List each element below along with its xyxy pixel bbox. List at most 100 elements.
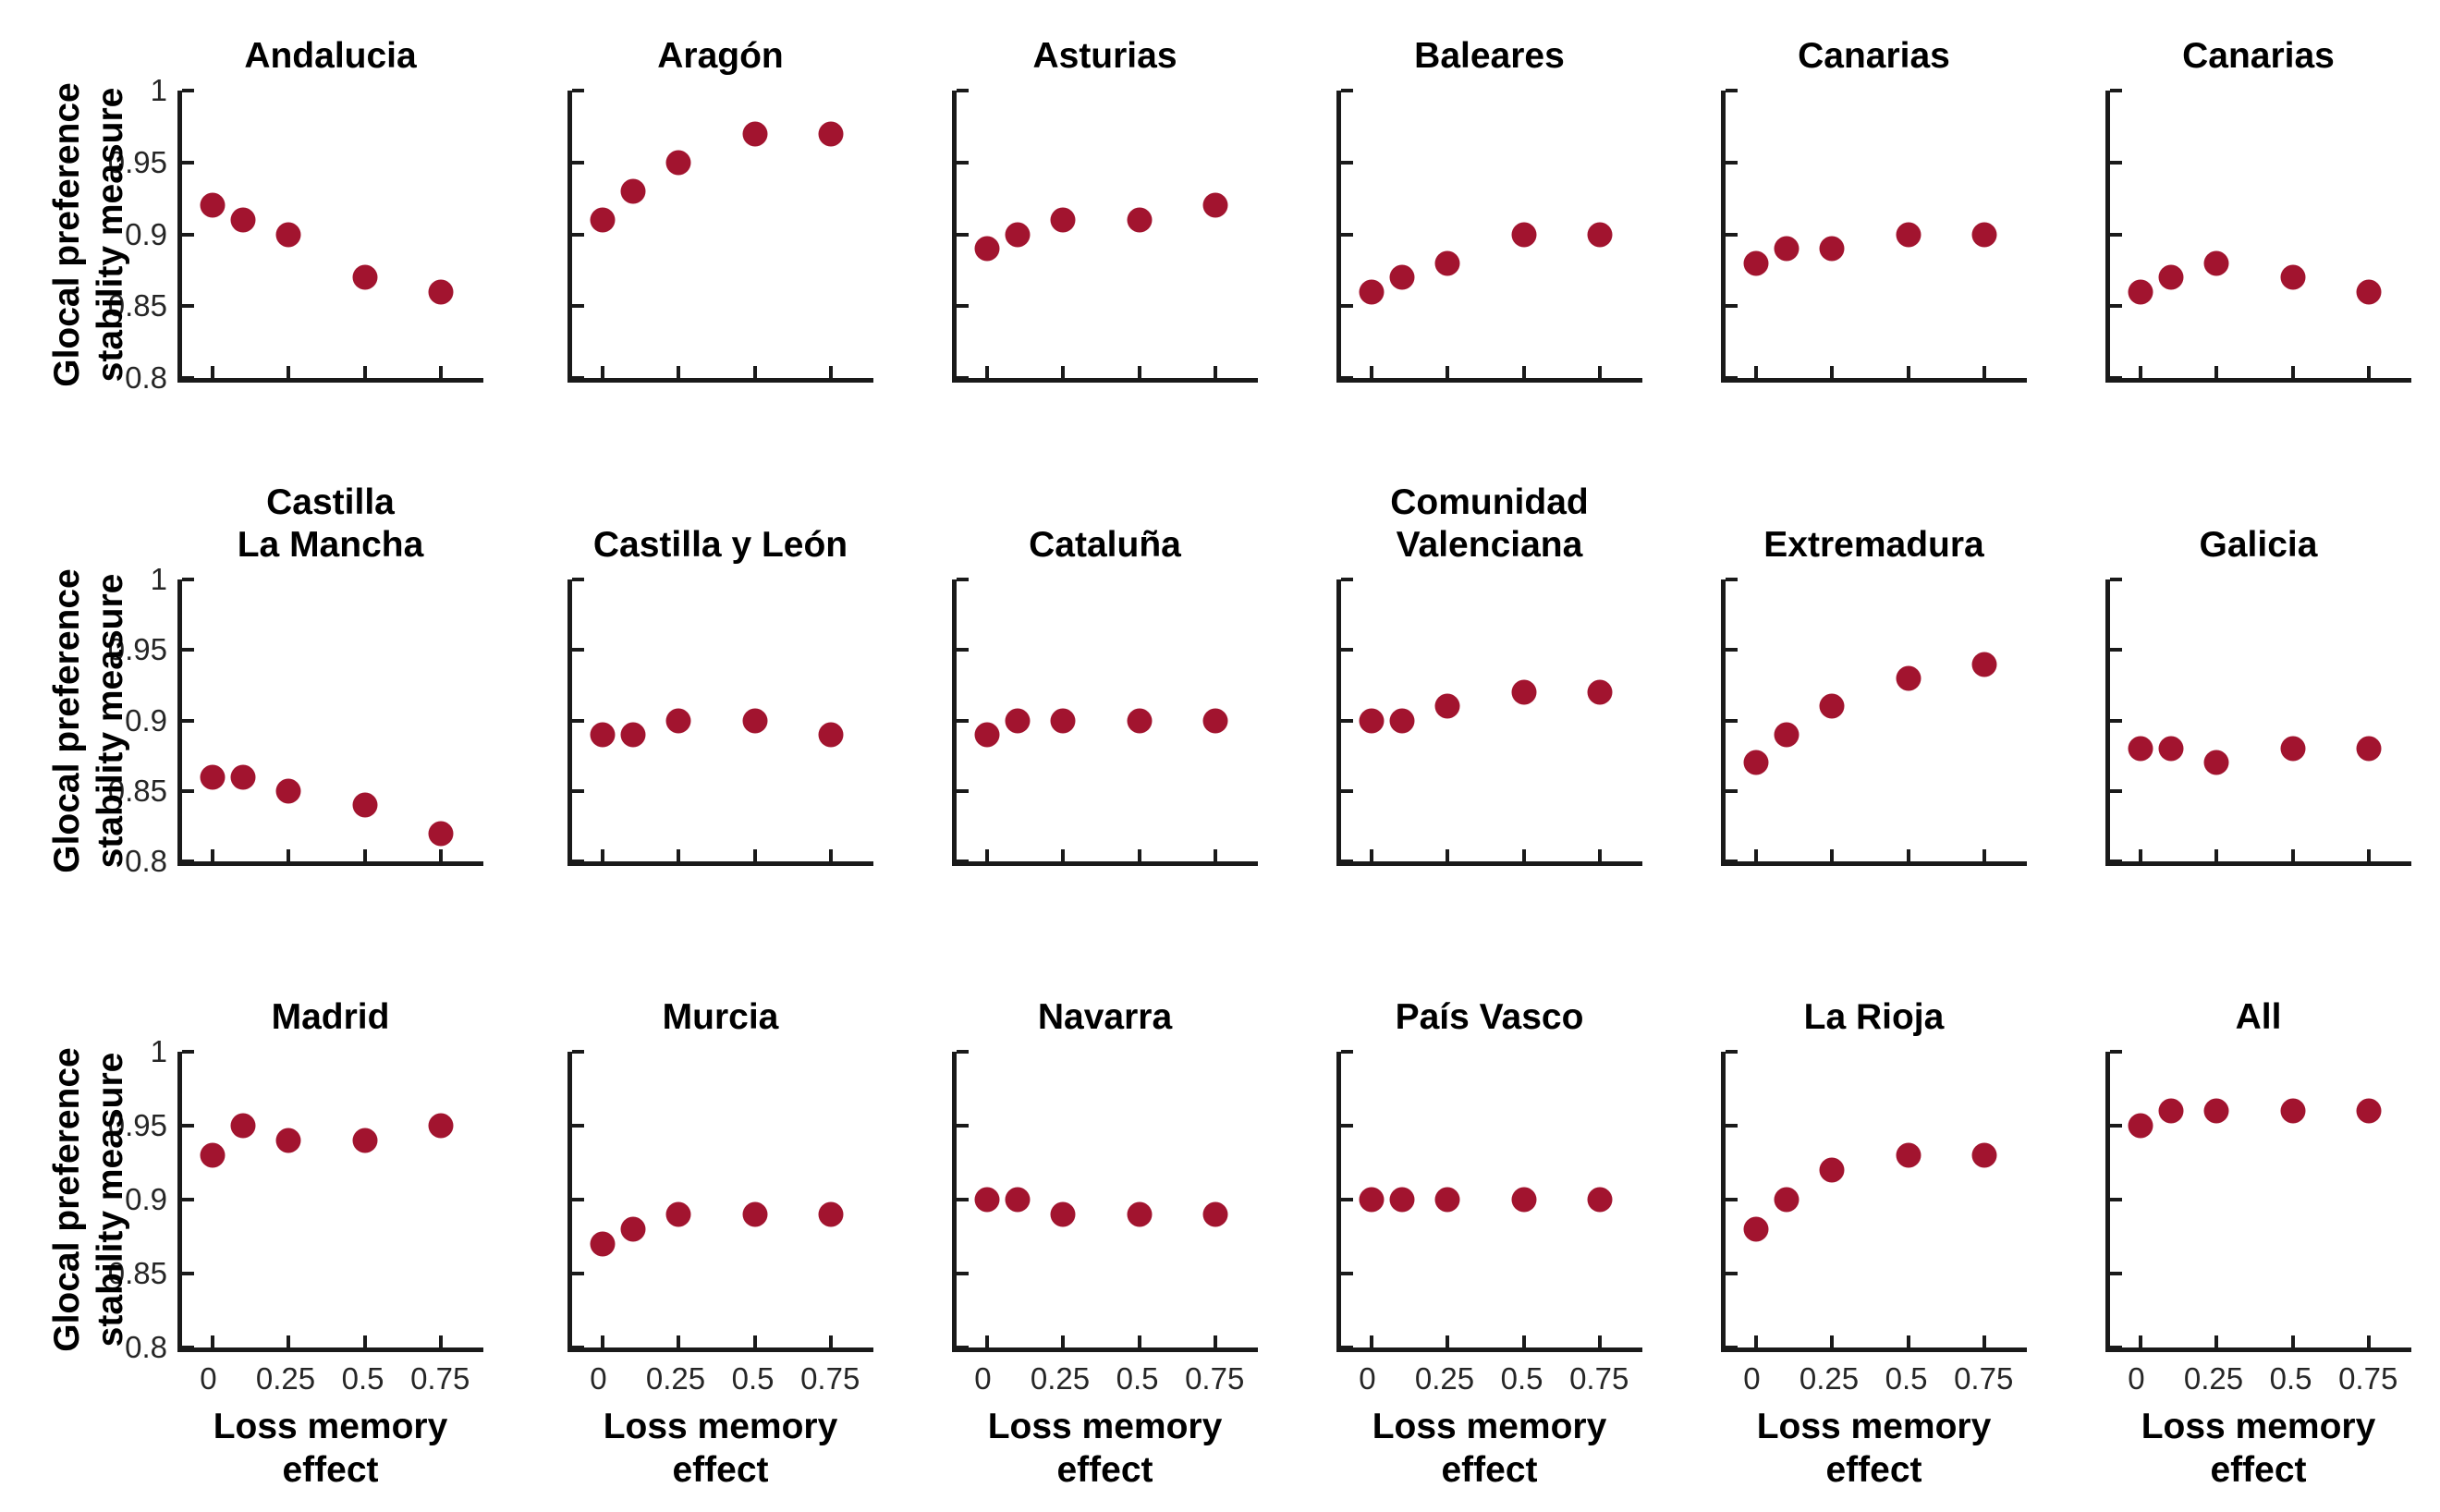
subplot-title-comunidad-valenciana: Comunidad Valenciana xyxy=(1336,453,1642,579)
x-tick-mark xyxy=(2138,366,2142,378)
y-axis-label: Glocal preference stability measure xyxy=(46,64,133,406)
subplot-title-line: Navarra xyxy=(1037,996,1173,1037)
y-tick-mark xyxy=(182,1198,194,1201)
y-tick-mark xyxy=(1341,304,1353,309)
data-point-galicia-x0p75 xyxy=(2356,736,2382,762)
subplot-title-galicia: Galicia xyxy=(2105,453,2411,579)
y-tick-label: 0.9 xyxy=(125,216,167,251)
x-tick-label: 0.5 xyxy=(731,1361,775,1396)
data-point-baleares-x0p75 xyxy=(1587,222,1613,247)
y-tick-mark xyxy=(957,376,969,380)
plot-area-asturias: Asturias xyxy=(952,0,1258,383)
y-tick-mark xyxy=(2110,1124,2122,1128)
subplot-galicia: Galicia xyxy=(2056,453,2440,980)
x-axis-label-line: Loss memory xyxy=(213,1407,448,1446)
data-point-extremadura-x0p75 xyxy=(1971,652,1997,677)
x-tick-mark xyxy=(1137,366,1141,378)
y-tick-mark xyxy=(572,788,584,793)
x-axis-label-line: effect xyxy=(1056,1449,1153,1490)
y-tick-label: 0.85 xyxy=(107,1256,167,1290)
data-point-castilla-y-leon-x0p25 xyxy=(665,708,691,733)
y-tick-mark xyxy=(182,1346,194,1349)
subplot-title-aragon: Aragón xyxy=(567,0,873,91)
axes-castilla-la-mancha: 1 0.95 0.9 0.85 0.8 Glocal preference stabilit… xyxy=(47,562,483,878)
data-point-castilla-la-mancha-x0p25 xyxy=(275,778,301,804)
subplot-title-castilla-la-mancha: Castilla La Mancha xyxy=(177,453,483,579)
y-tick-mark xyxy=(1341,376,1353,380)
y-tick-mark xyxy=(1341,1272,1353,1275)
data-point-castilla-y-leon-x0p75 xyxy=(818,722,844,748)
data-point-la-rioja-x0p5 xyxy=(1896,1142,1922,1168)
x-tick-mark xyxy=(1906,849,1910,861)
x-tick-mark xyxy=(2290,849,2295,861)
data-point-murcia-x0p25 xyxy=(665,1201,691,1227)
y-tick-label: 0.8 xyxy=(125,360,167,395)
y-tick-mark xyxy=(2110,788,2122,793)
subplot-pais-vasco: País Vasco 0 0.25 0.5 0.75 Loss memory effect xyxy=(1287,980,1671,1512)
subplot-aragon: Aragón xyxy=(518,0,902,453)
y-tick-mark xyxy=(2110,1198,2122,1201)
data-point-murcia-x0 xyxy=(590,1231,616,1257)
data-point-canarias-x0 xyxy=(1743,250,1769,276)
axes-extremadura xyxy=(1721,578,2027,866)
y-tick-mark xyxy=(1726,788,1738,793)
y-tick-mark xyxy=(2110,1050,2122,1054)
x-tick-mark xyxy=(1753,1335,1758,1347)
x-tick-label: 0.25 xyxy=(1799,1361,1860,1396)
plot-area-extremadura: Extremadura xyxy=(1721,453,2027,866)
data-point-extremadura-x0 xyxy=(1743,750,1769,775)
x-tick-mark xyxy=(1213,366,1217,378)
x-axis-label: Loss memory effect xyxy=(567,1406,873,1493)
data-point-castilla-la-mancha-x0p75 xyxy=(428,821,454,846)
y-tick-mark xyxy=(572,1272,584,1275)
y-tick-mark xyxy=(1341,89,1353,92)
subplot-title-line: Andalucia xyxy=(244,35,417,76)
y-axis-label-line: Glocal preference xyxy=(47,81,88,387)
data-point-asturias-x0p25 xyxy=(1050,207,1076,233)
x-tick-mark xyxy=(1521,366,1526,378)
x-tick-label: 0 xyxy=(590,1361,607,1396)
data-point-pais-vasco-x0 xyxy=(1359,1187,1385,1213)
x-tick-mark xyxy=(1521,849,1526,861)
x-tick-mark xyxy=(1213,849,1217,861)
data-point-baleares-x0p25 xyxy=(1434,250,1460,276)
data-point-madrid-x0p25 xyxy=(275,1128,301,1153)
x-axis-label-line: Loss memory xyxy=(2141,1407,2376,1446)
y-tick-mark xyxy=(182,648,194,652)
x-tick-mark xyxy=(984,1335,989,1347)
x-axis-label: Loss memory effect xyxy=(1336,1406,1642,1493)
data-point-pais-vasco-x0p75 xyxy=(1587,1187,1613,1213)
x-axis-label-line: Loss memory xyxy=(1756,1407,1992,1446)
data-point-all-x0p5 xyxy=(2280,1098,2306,1124)
data-point-baleares-x0p1 xyxy=(1389,264,1415,290)
data-point-canarias-2-x0p5 xyxy=(2280,264,2306,290)
y-tick-mark xyxy=(1726,1050,1738,1054)
y-tick-mark xyxy=(572,304,584,309)
x-tick-labels: 0 0.25 0.5 0.75 xyxy=(952,1352,1258,1404)
subplot-title-murcia: Murcia xyxy=(567,980,873,1052)
x-tick-mark xyxy=(1369,366,1373,378)
data-point-asturias-x0p5 xyxy=(1127,207,1153,233)
data-point-pais-vasco-x0p1 xyxy=(1389,1187,1415,1213)
x-tick-label: 0.25 xyxy=(1030,1361,1091,1396)
x-tick-mark xyxy=(984,366,989,378)
data-point-la-rioja-x0p75 xyxy=(1971,1142,1997,1168)
y-tick-label: 0.85 xyxy=(107,288,167,323)
subplot-title-line: Comunidad xyxy=(1390,482,1589,522)
y-tick-mark xyxy=(1726,648,1738,652)
data-point-cataluna-x0p1 xyxy=(1005,708,1031,733)
y-tick-mark xyxy=(572,160,584,165)
y-tick-mark xyxy=(1726,1272,1738,1275)
subplot-extremadura: Extremadura xyxy=(1671,453,2056,980)
data-point-la-rioja-x0p25 xyxy=(1819,1157,1845,1183)
y-tick-mark xyxy=(2110,1272,2122,1275)
x-tick-label: 0.75 xyxy=(800,1361,860,1396)
y-tick-mark xyxy=(957,578,969,581)
y-tick-mark xyxy=(1726,718,1738,723)
y-tick-mark xyxy=(1726,89,1738,92)
plot-area-galicia: Galicia xyxy=(2105,453,2411,866)
x-tick-mark xyxy=(1753,849,1758,861)
y-tick-mark xyxy=(572,718,584,723)
data-point-canarias-2-x0 xyxy=(2128,279,2153,305)
y-tick-mark xyxy=(2110,89,2122,92)
